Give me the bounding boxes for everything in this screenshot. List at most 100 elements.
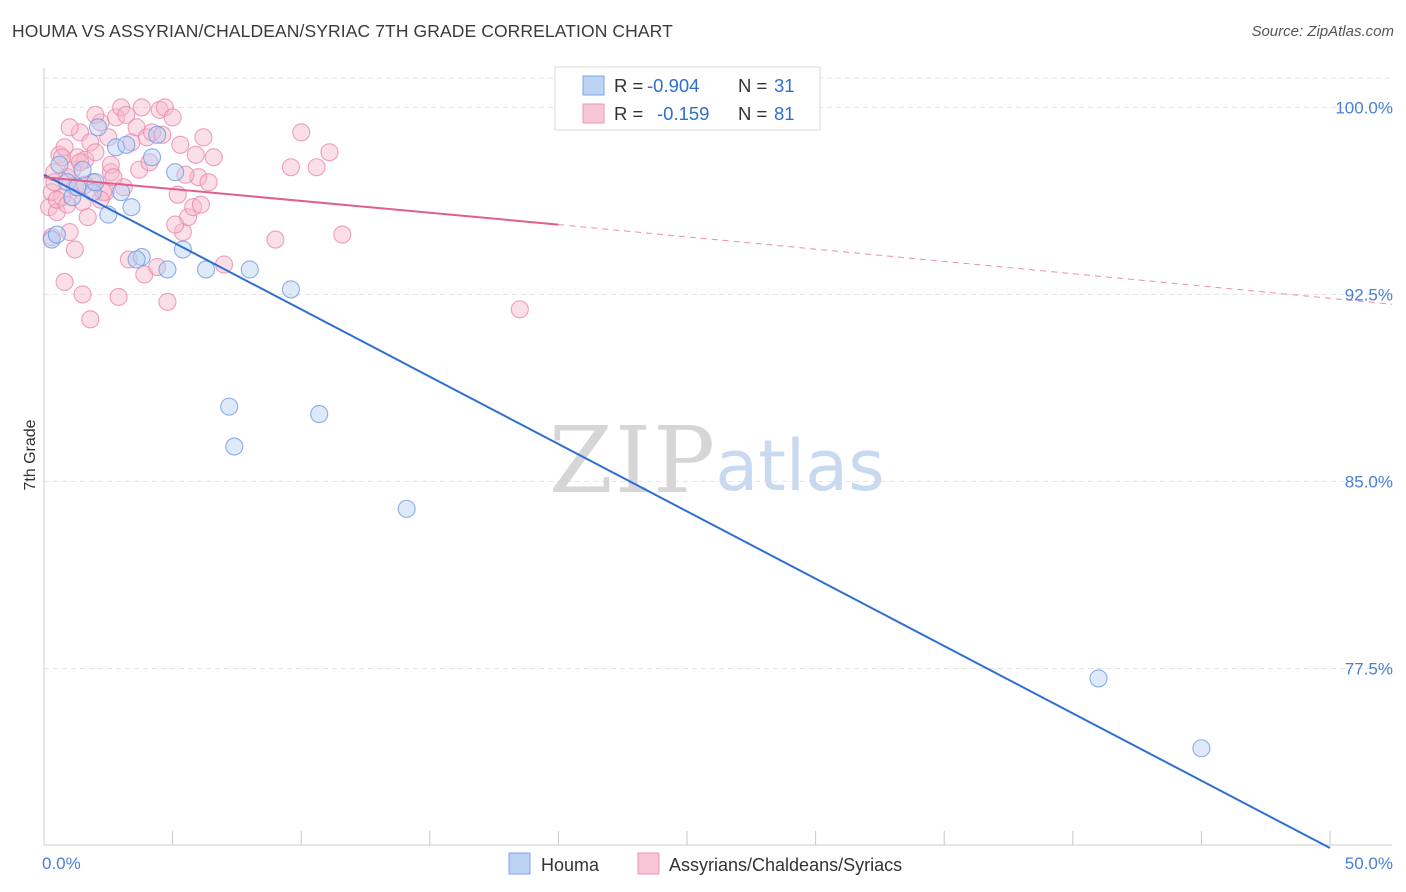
houma-point-18: [220, 397, 239, 416]
x-tick-label-0: 0.0%: [42, 854, 81, 873]
assyrian-point-42: [214, 255, 234, 274]
houma-point-29: [1089, 669, 1108, 688]
assyrian-point-44: [281, 158, 300, 177]
houma-trend-line: [43, 173, 1331, 849]
legend-n-label-2: N =: [738, 103, 767, 124]
assyrian-trend-line-solid: [43, 176, 559, 226]
legend-n-label-1: N =: [738, 75, 767, 96]
legend-r-label-1: R =: [614, 75, 643, 96]
assyrian-trend-line-dashed: [558, 224, 1393, 305]
watermark-zip: ZIP: [549, 407, 717, 514]
assyrian-point-73: [153, 125, 172, 144]
legend-box: R = -0.904 N = 31 R = -0.159 N = 81: [554, 66, 821, 131]
houma-point-19: [225, 437, 244, 456]
houma-point-8: [106, 138, 126, 157]
chart-source: Source: ZipAtlas.com: [1251, 23, 1394, 40]
houma-point-0: [42, 230, 61, 249]
houma-point-30: [1192, 739, 1211, 758]
houma-point-14: [148, 125, 167, 144]
houma-point-17: [196, 260, 216, 279]
assyrian-point-50: [47, 190, 66, 209]
houma-point-21: [281, 280, 300, 299]
bottom-legend-label-houma: Houma: [541, 855, 600, 875]
legend-r-value-houma: -0.904: [647, 75, 699, 96]
assyrian-point-41: [204, 148, 223, 167]
legend-n-value-assyrian: 81: [774, 103, 795, 124]
series-assyrian-points: [40, 98, 529, 329]
y-tick-label-2: 85.0%: [1345, 472, 1393, 491]
tick-labels: 100.0% 92.5% 85.0% 77.5% 0.0% 50.0%: [42, 98, 1393, 873]
assyrian-point-45: [292, 123, 311, 142]
assyrian-point-66: [60, 118, 79, 137]
houma-point-20: [240, 260, 259, 279]
assyrian-point-54: [81, 310, 100, 329]
assyrian-point-15: [78, 208, 97, 227]
trend-lines: [43, 173, 1393, 849]
assyrian-point-16: [81, 133, 100, 152]
assyrian-point-25: [117, 105, 136, 124]
y-axis-label: 7th Grade: [22, 419, 39, 490]
assyrian-point-79: [510, 300, 529, 319]
assyrian-point-47: [320, 143, 339, 162]
assyrian-point-71: [130, 160, 149, 179]
assyrian-point-52: [65, 240, 84, 259]
houma-point-12: [132, 247, 151, 267]
houma-point-13: [142, 148, 162, 167]
y-tick-label-0: 100.0%: [1335, 98, 1393, 117]
houma-point-6: [88, 118, 108, 137]
legend-swatch-assyrian: [582, 103, 605, 124]
houma-point-23: [397, 499, 416, 518]
bottom-legend-swatch-assyrian: [637, 852, 660, 875]
assyrian-point-74: [171, 135, 190, 154]
assyrian-point-56: [109, 287, 128, 306]
y-tick-label-3: 77.5%: [1345, 659, 1393, 678]
assyrian-point-18: [86, 143, 105, 162]
houma-point-1: [50, 155, 69, 174]
assyrian-point-72: [140, 153, 159, 172]
houma-point-9: [112, 183, 131, 202]
assyrian-point-51: [55, 272, 74, 292]
assyrian-point-75: [186, 145, 205, 164]
houma-point-4: [73, 160, 92, 179]
watermark-atlas: atlas: [715, 425, 884, 507]
assyrian-point-62: [176, 165, 195, 184]
assyrian-point-23: [106, 108, 126, 127]
assyrian-point-46: [307, 158, 326, 177]
assyrian-point-65: [52, 148, 72, 167]
chart-title: HOUMA VS ASSYRIAN/CHALDEAN/SYRIAC 7TH GR…: [12, 21, 673, 41]
legend-r-label-2: R =: [614, 103, 643, 124]
assyrian-point-55: [94, 183, 113, 202]
x-tick-label-1: 50.0%: [1345, 854, 1393, 873]
legend-r-value-assyrian: -0.159: [657, 103, 709, 124]
bottom-legend-swatch-houma: [508, 852, 531, 875]
houma-point-27: [158, 260, 177, 279]
assyrian-point-40: [199, 173, 218, 192]
grid-lines: [44, 77, 1392, 669]
assyrian-point-43: [266, 230, 285, 249]
assyrian-point-28: [132, 98, 151, 117]
assyrian-point-48: [333, 225, 352, 244]
assyrian-point-33: [163, 108, 182, 127]
assyrian-point-60: [158, 292, 177, 311]
assyrian-point-22: [101, 163, 120, 182]
axes: [43, 68, 1392, 846]
houma-point-15: [166, 163, 185, 182]
houma-point-11: [122, 198, 141, 217]
assyrian-point-63: [191, 195, 210, 214]
bottom-legend-label-assyrian: Assyrians/Chaldeans/Syriacs: [669, 855, 902, 875]
assyrian-point-39: [194, 128, 213, 147]
houma-point-26: [127, 250, 146, 269]
assyrian-point-32: [155, 98, 174, 117]
legend-swatch-houma: [582, 75, 605, 96]
watermark: ZIP atlas: [549, 407, 885, 514]
houma-point-22: [310, 405, 329, 424]
assyrian-point-29: [137, 128, 156, 147]
houma-point-28: [47, 225, 66, 244]
assyrian-point-78: [104, 168, 123, 187]
assyrian-point-59: [148, 257, 167, 277]
bottom-legend: Houma Assyrians/Chaldeans/Syriacs: [508, 852, 902, 875]
y-tick-label-1: 92.5%: [1345, 285, 1393, 304]
assyrian-point-61: [166, 215, 185, 234]
assyrian-point-67: [70, 153, 90, 172]
